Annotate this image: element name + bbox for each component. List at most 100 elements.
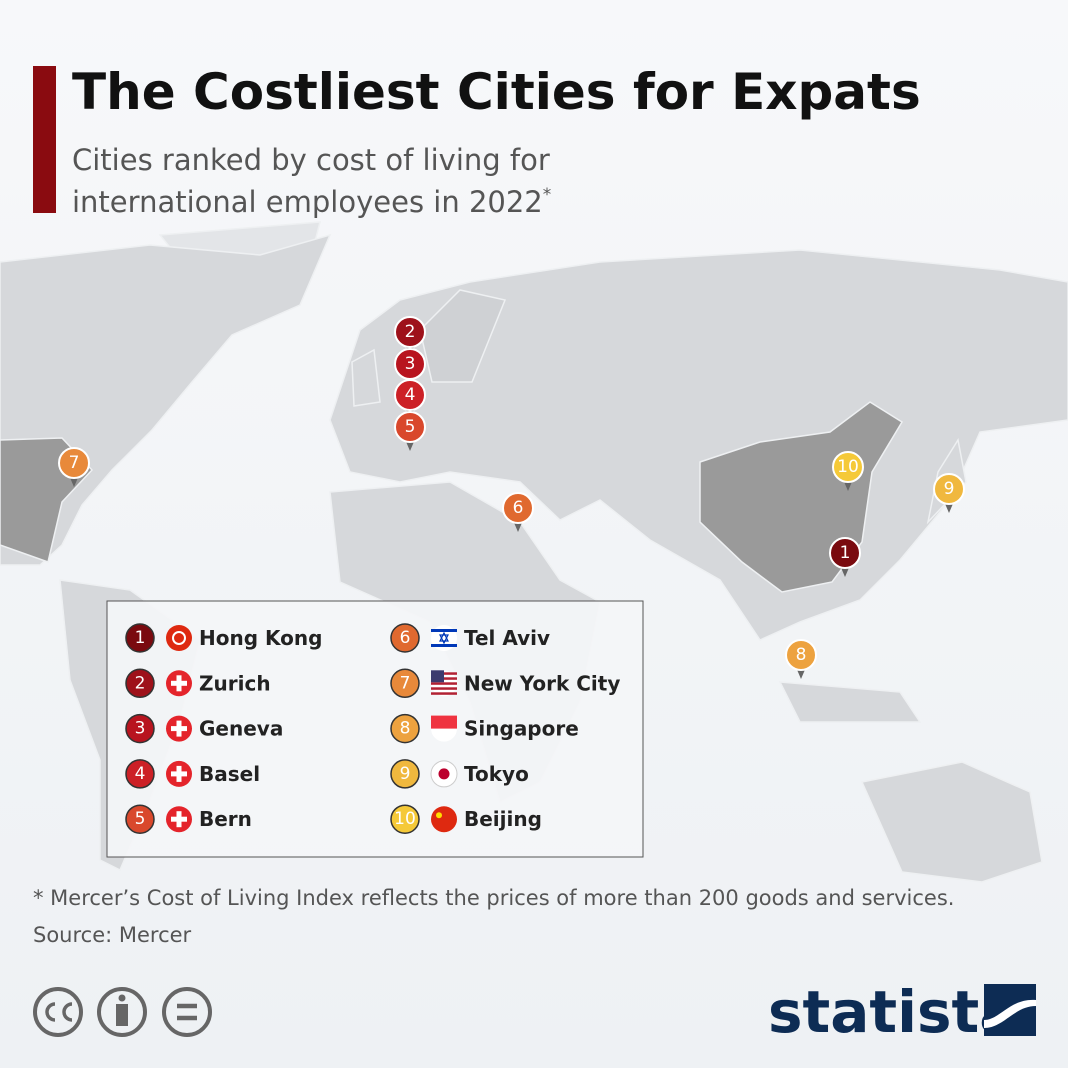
map-pin: 1	[829, 537, 861, 577]
legend-rank: 1	[135, 628, 146, 648]
legend-rank: 8	[400, 719, 411, 739]
pin-circle	[502, 492, 534, 524]
legend-rank-circle	[125, 804, 155, 834]
map-pin: 8	[785, 639, 817, 679]
flag	[431, 625, 457, 651]
legend-rank: 4	[135, 764, 146, 784]
flag-detail	[431, 692, 457, 695]
footnote: * Mercer’s Cost of Living Index reflects…	[33, 886, 954, 910]
map-pin: 10	[832, 451, 864, 491]
pin-rank: 6	[513, 498, 524, 518]
pin-circle	[394, 411, 426, 443]
legend-entry: 8 Singapore	[390, 713, 579, 744]
pin-rank: 9	[944, 479, 955, 499]
legend-rank-circle	[125, 713, 155, 744]
pin-rank: 3	[405, 354, 416, 374]
flag	[166, 715, 192, 742]
pin-rank: 1	[840, 543, 851, 563]
flag	[166, 670, 192, 697]
legend-box	[106, 600, 644, 858]
legend-rank-circle	[390, 759, 420, 789]
pin-circle	[832, 451, 864, 483]
legend-rank: 2	[135, 673, 146, 693]
legend-city: New York City	[464, 671, 620, 695]
brand-mark	[984, 984, 1036, 1036]
legend-city: Bern	[199, 807, 252, 831]
map-pin: 9	[933, 473, 965, 513]
flag	[431, 670, 457, 697]
pin-circle	[394, 379, 426, 411]
flag	[166, 625, 192, 651]
flag-detail	[431, 670, 444, 683]
legend-city: Hong Kong	[199, 626, 322, 650]
legend-entry: 1 Hong Kong	[125, 623, 322, 653]
flag-detail	[431, 629, 457, 632]
legend-rank-circle	[390, 804, 420, 834]
legend-city: Singapore	[464, 717, 579, 741]
flag-detail	[171, 816, 187, 822]
legend-rank: 10	[394, 809, 416, 829]
map-pin: 7	[58, 447, 90, 487]
legend-rank-circle	[125, 668, 155, 699]
flag	[166, 806, 192, 833]
pin-circle	[785, 639, 817, 671]
legend-city: Tel Aviv	[464, 626, 550, 650]
title: The Costliest Cities for Expats	[72, 63, 921, 121]
flag	[431, 715, 457, 742]
license-icons	[33, 987, 212, 1037]
source: Source: Mercer	[33, 923, 192, 947]
legend-rank-circle	[125, 759, 155, 789]
flag-bg	[431, 625, 457, 651]
flag-detail	[172, 631, 186, 645]
flag-detail	[439, 631, 449, 645]
legend-city: Beijing	[464, 807, 542, 831]
map-pin: 4	[394, 379, 426, 419]
legend-rank: 5	[135, 809, 146, 829]
flag-detail	[431, 682, 457, 685]
title-accent	[33, 66, 56, 213]
subtitle-line: international employees in 2022*	[72, 185, 551, 219]
legend-entry: 5 Bern	[125, 804, 252, 834]
flag-detail	[431, 644, 457, 647]
legend-city: Zurich	[199, 671, 271, 695]
legend-entry: 6 Tel Aviv	[390, 623, 550, 653]
flag-detail	[436, 812, 442, 819]
legend-entry: 4 Basel	[125, 759, 260, 789]
legend-rank-circle	[390, 713, 420, 744]
pin-rank: 5	[405, 417, 416, 437]
flag-bg	[166, 625, 192, 651]
map-markers: 1 2 3 4 5 6 7 8 9 10	[58, 316, 965, 679]
subtitle-mark: *	[543, 185, 552, 205]
legend-rank: 6	[400, 628, 411, 648]
flag-detail	[171, 771, 187, 777]
flag-detail	[431, 687, 457, 690]
map-pin: 2	[394, 316, 426, 356]
legend-entry: 2 Zurich	[125, 668, 271, 699]
pin-circle	[394, 316, 426, 348]
legend-rank: 3	[135, 719, 146, 739]
pin-rank: 4	[405, 385, 416, 405]
map-pin: 5	[394, 411, 426, 451]
pin-circle	[933, 473, 965, 505]
flag-detail	[171, 680, 187, 686]
legend-rank: 7	[400, 673, 411, 693]
legend-rank-circle	[125, 623, 155, 653]
flag	[431, 806, 457, 833]
legend-city: Geneva	[199, 717, 283, 741]
pin-rank: 10	[837, 457, 859, 477]
legend-rank: 9	[400, 764, 411, 784]
map-pin: 6	[502, 492, 534, 532]
legend-entry: 3 Geneva	[125, 713, 283, 744]
flag-detail	[171, 726, 187, 732]
legend-rank-circle	[390, 668, 420, 699]
flag-bg	[431, 806, 457, 833]
pin-circle	[829, 537, 861, 569]
legend-entry: 10 Beijing	[390, 804, 542, 834]
brand-logo: statista	[768, 978, 1018, 1046]
legend-city: Basel	[199, 762, 260, 786]
subtitle-line: Cities ranked by cost of living for	[72, 143, 550, 177]
legend: 1 Hong Kong 2 Zurich 3 Geneva 4 Basel 5 Bern 6 Tel …	[125, 623, 620, 834]
pin-rank: 7	[69, 453, 80, 473]
legend-entry: 7 New York City	[390, 668, 620, 699]
legend-city: Tokyo	[464, 762, 529, 786]
